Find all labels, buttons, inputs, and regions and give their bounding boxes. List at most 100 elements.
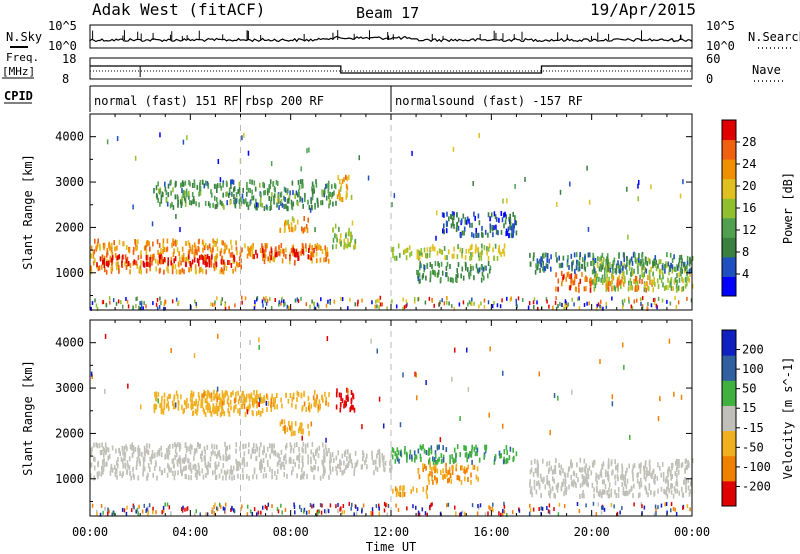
data-cell — [442, 468, 444, 474]
data-cell — [553, 478, 555, 484]
noise-cell — [166, 502, 169, 507]
data-cell — [274, 252, 277, 258]
data-cell — [682, 278, 684, 284]
data-cell — [347, 449, 349, 455]
data-cell — [301, 472, 304, 478]
data-cell — [294, 430, 296, 436]
data-cell — [590, 261, 592, 266]
data-cell — [167, 260, 169, 266]
data-cell — [338, 192, 340, 198]
data-cell — [610, 488, 613, 494]
data-cell — [676, 481, 679, 487]
data-cell — [274, 398, 276, 404]
noise-cell — [438, 302, 440, 307]
data-cell — [640, 258, 642, 264]
data-cell — [191, 259, 194, 265]
data-cell — [175, 269, 178, 275]
data-cell — [311, 204, 313, 210]
data-cell — [562, 274, 565, 280]
data-cell — [291, 421, 293, 427]
noise-cell — [492, 508, 494, 513]
data-cell — [228, 402, 230, 408]
data-cell — [270, 407, 273, 413]
noise-cell — [402, 297, 404, 302]
data-cell — [270, 402, 272, 408]
nsky-panel — [89, 24, 693, 49]
data-cell — [339, 407, 342, 413]
noise-cell — [487, 300, 490, 305]
data-cell — [233, 194, 235, 199]
data-cell — [689, 489, 691, 495]
nsearch-tick-high: 10^5 — [706, 19, 735, 33]
data-cell — [440, 453, 443, 459]
noise-cell — [402, 306, 404, 311]
noise-cell — [576, 502, 579, 507]
data-cell — [249, 251, 252, 257]
data-cell — [192, 464, 195, 470]
data-cell — [424, 253, 427, 259]
data-cell — [256, 411, 258, 417]
data-cell — [471, 232, 473, 238]
data-cell — [188, 458, 190, 464]
data-cell — [608, 482, 611, 488]
data-cell — [146, 254, 149, 260]
noise-cell — [262, 505, 264, 510]
data-cell — [568, 265, 570, 270]
data-cell — [621, 273, 624, 279]
data-cell — [249, 397, 251, 403]
data-cell — [261, 243, 263, 249]
data-cell — [235, 448, 237, 454]
data-cell — [634, 252, 636, 258]
data-cell — [503, 251, 506, 257]
data-cell — [353, 470, 355, 476]
data-cell — [115, 468, 118, 474]
data-cell — [654, 479, 656, 485]
data-cell — [280, 449, 283, 455]
data-cell — [186, 256, 189, 262]
data-cell — [339, 179, 341, 184]
data-cell — [515, 220, 518, 226]
data-cell — [402, 492, 404, 498]
data-cell — [292, 190, 294, 196]
data-cell — [212, 202, 214, 208]
data-cell — [653, 476, 656, 481]
data-cell — [209, 463, 212, 469]
data-cell — [296, 390, 299, 396]
data-cell — [159, 189, 161, 195]
data-cell — [568, 274, 571, 279]
data-cell — [261, 247, 264, 253]
data-cell — [276, 202, 278, 208]
data-cell — [574, 268, 576, 274]
data-cell — [249, 201, 251, 207]
data-cell — [109, 470, 112, 476]
data-cell — [334, 184, 337, 190]
noise-cell — [309, 304, 311, 309]
colorbar-swatch — [722, 139, 736, 160]
data-cell — [617, 492, 620, 498]
data-cell — [316, 447, 318, 453]
noise-cell — [446, 296, 448, 301]
data-cell — [202, 407, 205, 413]
data-cell — [247, 405, 249, 411]
data-cell — [127, 261, 130, 266]
data-cell — [338, 239, 341, 244]
noise-cell — [271, 512, 274, 517]
y-tick-label: 3000 — [55, 381, 84, 395]
colorbar-label: Velocity [m s^-1] — [781, 357, 795, 480]
data-cell — [207, 201, 210, 207]
data-cell — [600, 259, 603, 265]
data-cell — [429, 252, 431, 258]
scatter-cell — [629, 434, 631, 440]
data-cell — [337, 450, 339, 456]
data-cell — [340, 183, 343, 189]
data-cell — [165, 247, 168, 253]
data-cell — [220, 468, 223, 474]
data-cell — [494, 454, 497, 460]
data-cell — [202, 259, 205, 265]
data-cell — [209, 407, 211, 413]
data-cell — [90, 462, 93, 468]
noise-cell — [262, 303, 264, 308]
data-cell — [340, 396, 342, 401]
data-cell — [333, 190, 335, 196]
data-cell — [98, 443, 101, 449]
